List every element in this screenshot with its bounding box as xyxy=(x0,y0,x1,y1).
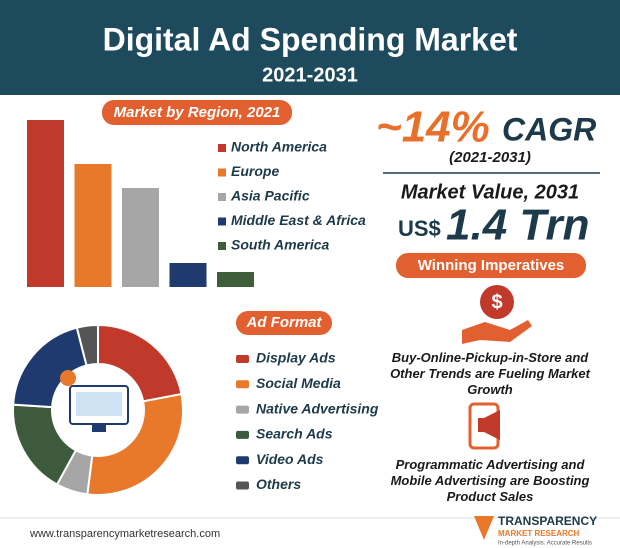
legend-label: Europe xyxy=(231,163,279,179)
logo-name: TRANSPARENCY xyxy=(498,514,597,528)
legend-label: Others xyxy=(256,476,301,492)
legend-swatch xyxy=(218,144,226,152)
bar-title: Market by Region, 2021 xyxy=(114,104,281,121)
legend-swatch xyxy=(236,405,249,414)
bar xyxy=(169,263,207,287)
legend-label: Display Ads xyxy=(256,350,336,366)
pie-title: Ad Format xyxy=(246,314,323,331)
bar xyxy=(27,120,64,287)
cagr-label: CAGR xyxy=(502,111,596,147)
imperative-1: Buy-Online-Pickup-in-Store and Other Tre… xyxy=(390,350,590,397)
pill xyxy=(102,100,292,125)
logo: TRANSPARENCY MARKET RESEARCH In-depth An… xyxy=(474,514,597,547)
pill xyxy=(396,253,586,278)
legend-swatch xyxy=(236,430,249,439)
legend-swatch xyxy=(218,217,226,226)
imperatives-title: Winning Imperatives xyxy=(418,257,565,274)
logo-tagline: In-depth Analysis. Accurate Results xyxy=(498,541,592,547)
bar xyxy=(122,188,159,287)
subtitle: 2021-2031 xyxy=(262,64,358,86)
pill xyxy=(236,311,332,335)
legend-label: North America xyxy=(231,139,327,155)
legend-label: Video Ads xyxy=(256,451,324,467)
logo-sub: MARKET RESEARCH xyxy=(498,529,580,538)
legend-label: South America xyxy=(231,237,329,253)
header-band xyxy=(0,0,620,95)
legend-swatch xyxy=(218,168,226,177)
currency: US$ xyxy=(398,216,441,241)
market-value-label: Market Value, 2031 xyxy=(401,181,579,203)
imperative-2: Programmatic Advertising and Mobile Adve… xyxy=(390,457,590,504)
cagr-period: (2021-2031) xyxy=(449,149,531,166)
legend-swatch xyxy=(236,456,249,465)
market-value: 1.4 Trn xyxy=(446,201,589,250)
title: Digital Ad Spending Market xyxy=(103,21,518,57)
legend-label: Native Advertising xyxy=(256,400,379,416)
legend-label: Middle East & Africa xyxy=(231,212,366,228)
donut-chart: Display Ads Social Media Native Advertisin… xyxy=(12,323,379,496)
legend-swatch xyxy=(236,481,249,490)
legend-label: Search Ads xyxy=(256,426,333,442)
legend-label: Asia Pacific xyxy=(230,188,310,204)
phone-icon xyxy=(468,402,500,450)
footer-url: www.transparencymarketresearch.com xyxy=(29,528,220,540)
donut-segment xyxy=(86,392,184,496)
donut-segment xyxy=(75,323,99,367)
legend-swatch xyxy=(236,380,249,389)
legend-swatch xyxy=(236,355,249,363)
monitor-illustration xyxy=(60,370,129,432)
legend-swatch xyxy=(218,242,226,250)
money-icon: $ xyxy=(462,285,532,344)
cagr-value: ~14% xyxy=(376,103,490,152)
bar xyxy=(74,164,112,287)
bar-chart: North America Europe Asia Pacific Middle Ea… xyxy=(27,120,366,287)
legend-swatch xyxy=(218,193,226,201)
bar xyxy=(217,272,254,287)
svg-text:$: $ xyxy=(491,291,502,313)
legend-label: Social Media xyxy=(256,375,341,391)
